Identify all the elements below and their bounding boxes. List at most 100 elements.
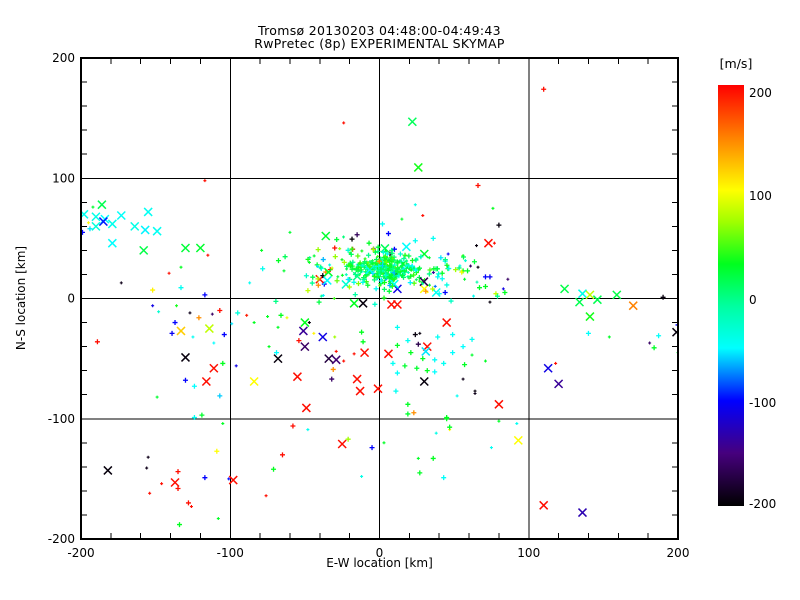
data-point xyxy=(349,266,355,272)
data-point xyxy=(515,422,519,426)
data-point xyxy=(475,182,481,188)
data-point xyxy=(355,386,365,396)
data-point xyxy=(298,326,308,336)
data-point xyxy=(585,312,595,322)
data-point xyxy=(426,271,432,277)
data-point xyxy=(386,267,392,273)
data-point xyxy=(340,273,344,277)
data-point xyxy=(420,356,426,362)
data-point xyxy=(413,257,419,263)
data-point xyxy=(336,275,340,279)
data-point xyxy=(554,379,564,389)
y-axis-label: N-S location [km] xyxy=(14,245,28,351)
data-point xyxy=(376,258,382,264)
data-point xyxy=(462,362,468,368)
data-point xyxy=(482,274,488,280)
colorbar-tick-label: -100 xyxy=(749,396,777,410)
data-point xyxy=(412,332,418,338)
data-point xyxy=(438,255,444,261)
data-point xyxy=(334,349,338,353)
data-point xyxy=(372,273,378,279)
data-point xyxy=(458,264,462,268)
data-point xyxy=(276,325,280,329)
data-point xyxy=(346,284,352,290)
data-point xyxy=(554,361,558,365)
data-point xyxy=(482,283,488,289)
data-point xyxy=(435,274,441,280)
data-point xyxy=(81,229,85,235)
data-point xyxy=(342,235,346,239)
data-point xyxy=(360,339,366,345)
data-point xyxy=(355,281,361,287)
data-point xyxy=(334,237,340,243)
data-point xyxy=(409,268,413,272)
data-point xyxy=(431,266,437,272)
data-point xyxy=(383,259,389,265)
data-point xyxy=(204,324,214,334)
data-point xyxy=(434,431,438,435)
data-point xyxy=(401,256,407,262)
data-point xyxy=(430,455,436,461)
data-point xyxy=(234,364,238,368)
data-point xyxy=(139,245,149,255)
data-point xyxy=(406,263,410,267)
data-point xyxy=(91,205,95,209)
data-point xyxy=(308,256,312,260)
data-point xyxy=(306,428,310,432)
data-point xyxy=(628,301,638,311)
data-point xyxy=(345,267,349,271)
data-point xyxy=(433,284,437,288)
data-point xyxy=(455,394,459,398)
y-tick-label: 100 xyxy=(52,171,75,185)
data-point xyxy=(264,494,268,498)
data-point xyxy=(442,318,452,328)
data-point xyxy=(331,355,341,365)
data-point xyxy=(169,330,175,336)
data-point xyxy=(592,295,602,305)
data-point xyxy=(382,441,386,445)
data-point xyxy=(167,271,171,275)
x-axis-label: E-W location [km] xyxy=(326,556,433,570)
data-point xyxy=(379,221,385,227)
data-point xyxy=(345,247,351,253)
x-tick-label: 200 xyxy=(667,546,690,560)
data-point xyxy=(489,446,493,450)
data-point xyxy=(360,348,370,358)
grid-lines xyxy=(81,58,678,539)
data-point xyxy=(419,376,429,387)
data-point xyxy=(494,293,500,299)
data-point xyxy=(94,339,100,345)
data-point xyxy=(248,281,252,285)
data-point xyxy=(143,207,153,217)
data-point xyxy=(344,273,348,277)
data-point xyxy=(307,260,311,264)
data-point xyxy=(245,313,249,317)
data-point xyxy=(342,359,346,363)
data-point xyxy=(338,247,342,251)
data-point xyxy=(217,308,223,314)
data-point xyxy=(475,244,479,248)
data-point xyxy=(332,245,338,251)
data-point xyxy=(612,290,622,300)
data-point xyxy=(441,475,447,481)
data-point xyxy=(472,294,476,298)
data-point xyxy=(230,322,234,326)
data-point xyxy=(146,455,150,459)
data-point xyxy=(217,393,223,399)
data-point xyxy=(453,267,459,273)
data-point xyxy=(450,332,456,338)
plot-frame-and-ticks xyxy=(80,57,679,540)
data-point xyxy=(424,368,430,374)
data-point xyxy=(252,321,256,325)
data-point xyxy=(221,332,227,338)
data-point xyxy=(421,214,425,218)
data-point xyxy=(367,264,373,270)
data-point xyxy=(444,262,450,268)
data-point xyxy=(212,341,216,345)
data-point xyxy=(305,256,311,262)
data-point xyxy=(353,267,359,273)
data-point xyxy=(405,411,411,417)
data-point xyxy=(439,276,445,282)
data-point xyxy=(431,271,435,275)
